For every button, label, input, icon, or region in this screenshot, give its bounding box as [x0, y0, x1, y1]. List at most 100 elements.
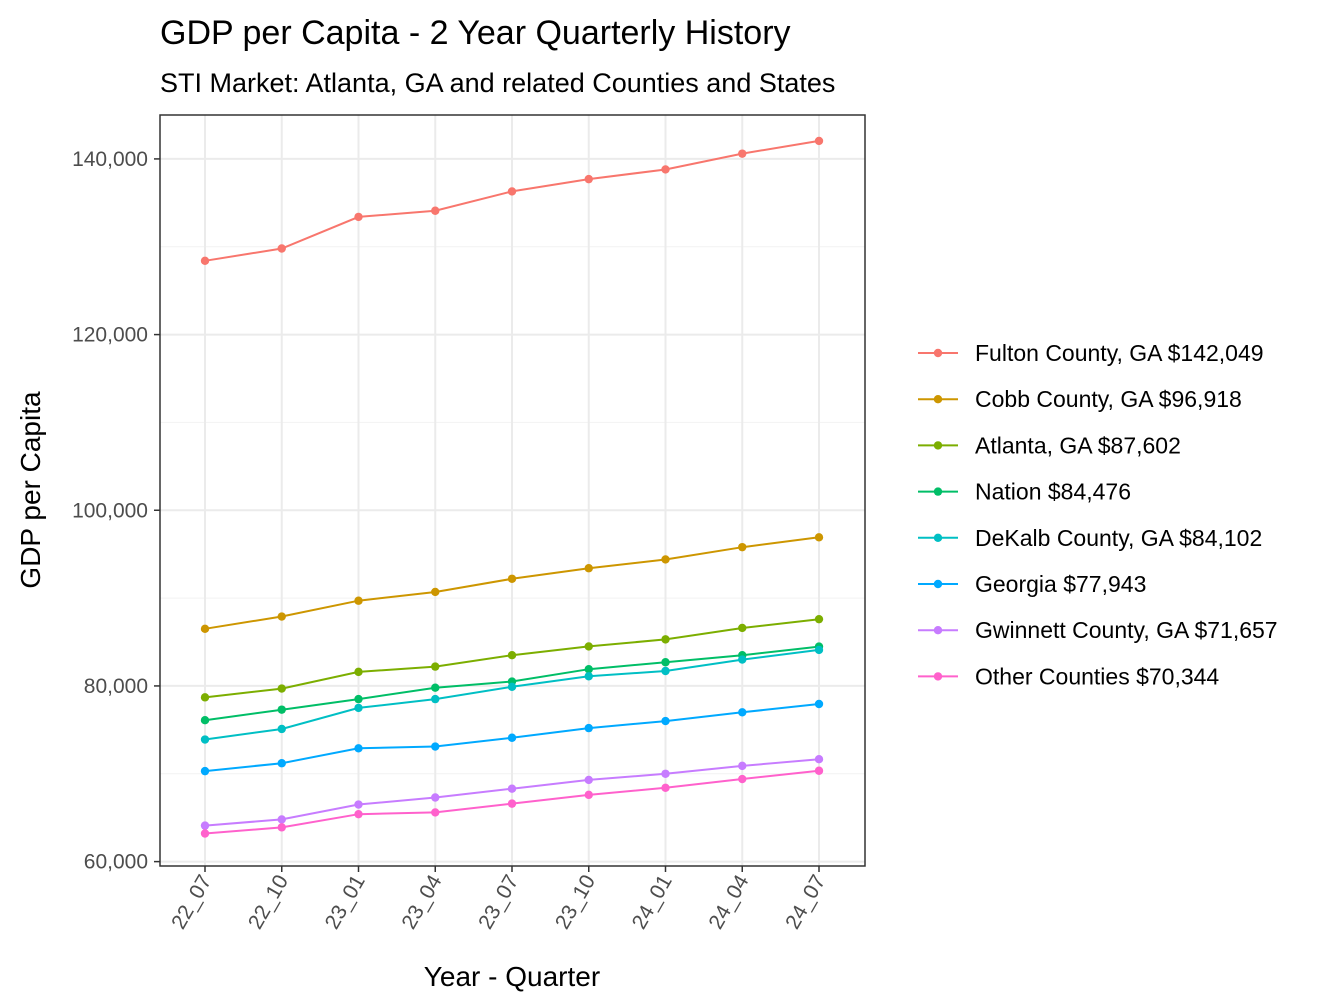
x-tick-label: 23_04: [397, 871, 446, 933]
data-point: [661, 783, 670, 793]
data-point: [277, 759, 286, 768]
x-tick-label: 24_04: [704, 871, 753, 933]
data-point: [200, 693, 210, 702]
data-point: [354, 596, 363, 605]
data-point: [354, 703, 363, 713]
y-tick-label: 60,000: [84, 851, 148, 874]
data-point: [277, 705, 286, 714]
x-tick-label: 22_07: [167, 871, 216, 933]
data-point: [584, 723, 593, 733]
legend-label: Georgia $77,943: [975, 571, 1146, 597]
data-point: [661, 769, 670, 778]
data-point: [277, 684, 286, 693]
data-point: [814, 766, 824, 775]
data-point: [584, 790, 593, 800]
data-point: [738, 655, 747, 664]
data-point: [584, 642, 593, 651]
data-point: [507, 784, 517, 793]
x-axis: 22_07 22_10 23_01 23_04 23_07 23_10 24_01 24_04…: [167, 866, 830, 933]
data-point: [431, 808, 440, 817]
x-tick-label: 22_10: [244, 871, 293, 933]
legend-key-point: [933, 487, 943, 496]
data-point: [584, 775, 593, 785]
plot-panel: [159, 114, 866, 867]
y-axis: 60,000 80,000 100,000 120,000 140,000: [72, 148, 160, 874]
data-point: [354, 800, 363, 809]
y-tick-label: 140,000: [72, 148, 148, 171]
chart-subtitle: STI Market: Atlanta, GA and related Coun…: [160, 68, 835, 98]
data-point: [277, 815, 286, 824]
data-point: [738, 149, 747, 158]
legend-label: Cobb County, GA $96,918: [975, 386, 1242, 412]
data-point: [738, 542, 747, 552]
data-point: [507, 682, 517, 692]
legend-label: Other Counties $70,344: [975, 663, 1219, 689]
data-point: [200, 624, 210, 634]
data-point: [584, 665, 593, 674]
data-point: [277, 244, 286, 253]
data-point: [431, 206, 440, 215]
legend-label: Fulton County, GA $142,049: [975, 340, 1264, 366]
data-point: [584, 564, 593, 573]
data-point: [200, 715, 210, 725]
legend-key-point: [933, 533, 943, 542]
data-point: [814, 699, 824, 709]
data-point: [354, 667, 363, 677]
data-point: [738, 708, 747, 717]
series-layer: [200, 136, 824, 838]
data-point: [200, 829, 210, 838]
data-point: [431, 694, 440, 704]
legend-label: DeKalb County, GA $84,102: [975, 525, 1262, 551]
legend-key-point: [933, 579, 943, 589]
data-point: [354, 694, 363, 704]
data-point: [431, 662, 440, 671]
data-point: [814, 614, 824, 624]
data-point: [507, 574, 517, 583]
x-tick-label: 24_07: [781, 871, 830, 933]
data-point: [584, 174, 593, 184]
data-point: [431, 793, 440, 802]
data-point: [661, 658, 670, 667]
data-point: [661, 666, 670, 676]
x-tick-label: 24_01: [628, 871, 677, 933]
data-point: [814, 533, 824, 542]
data-point: [814, 136, 824, 146]
data-point: [738, 774, 747, 784]
grid-major-lines: [160, 115, 865, 866]
legend-key-point: [933, 672, 943, 681]
data-point: [507, 733, 517, 742]
legend-key-point: [933, 626, 943, 635]
y-tick-label: 120,000: [72, 324, 148, 347]
data-point: [814, 645, 824, 655]
legend: Fulton County, GA $142,049 Cobb County, G…: [918, 340, 1278, 689]
y-tick-label: 80,000: [84, 675, 148, 698]
data-point: [661, 555, 670, 564]
x-tick-label: 23_07: [474, 871, 523, 933]
legend-key-point: [933, 348, 943, 358]
data-point: [200, 256, 210, 266]
y-axis-title: GDP per Capita: [15, 391, 46, 589]
data-point: [507, 799, 517, 808]
data-point: [661, 716, 670, 726]
legend-label: Nation $84,476: [975, 479, 1131, 505]
data-point: [277, 724, 286, 734]
data-point: [431, 742, 440, 751]
x-tick-label: 23_01: [321, 871, 370, 933]
data-point: [507, 187, 517, 196]
data-point: [200, 735, 210, 744]
x-axis-title: Year - Quarter: [424, 961, 600, 992]
data-point: [277, 612, 286, 621]
legend-label: Gwinnett County, GA $71,657: [975, 617, 1278, 643]
data-point: [814, 755, 824, 764]
data-point: [661, 635, 670, 644]
data-point: [354, 809, 363, 819]
data-point: [200, 821, 210, 830]
chart-title: GDP per Capita - 2 Year Quarterly Histor…: [160, 14, 791, 52]
data-point: [354, 212, 363, 222]
data-point: [277, 823, 286, 832]
legend-label: Atlanta, GA $87,602: [975, 432, 1181, 458]
data-point: [354, 744, 363, 753]
data-point: [738, 761, 747, 771]
y-tick-label: 100,000: [72, 499, 148, 522]
